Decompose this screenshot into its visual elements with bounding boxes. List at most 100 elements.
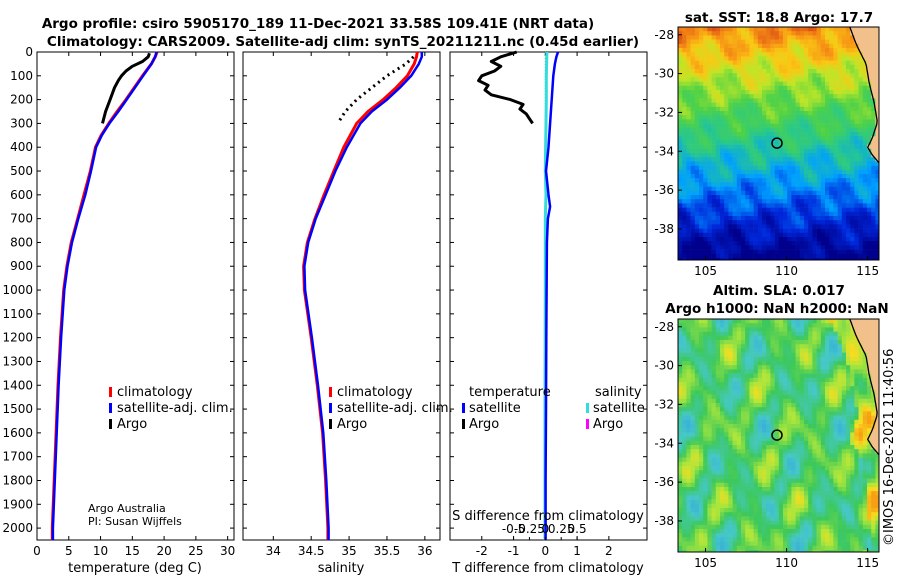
map-cell <box>711 186 717 192</box>
map-cell <box>720 394 725 400</box>
map-cell <box>686 237 691 242</box>
map-cell <box>825 415 830 421</box>
map-cell <box>757 161 763 166</box>
map-cell <box>850 39 855 45</box>
map-cell <box>871 73 876 78</box>
x-tick-label: 0 <box>542 544 550 558</box>
map-cell <box>703 491 708 496</box>
map-cell <box>720 386 725 391</box>
map-cell <box>875 241 879 246</box>
map-cell <box>770 327 775 332</box>
map-cell <box>867 461 872 467</box>
map-cell <box>745 335 750 341</box>
map-cell <box>846 323 851 328</box>
map-cell <box>808 356 813 362</box>
map-cell <box>820 382 826 387</box>
map-cell <box>804 106 809 112</box>
map-cell <box>711 64 717 70</box>
map-cell <box>724 90 729 95</box>
map-cell <box>732 415 738 421</box>
map-cell <box>804 432 809 437</box>
map-cell <box>703 323 708 328</box>
map-cell <box>728 153 733 158</box>
map-cell <box>799 216 805 221</box>
map-cell <box>699 461 704 467</box>
legend-swatch-t-satellite <box>462 403 465 413</box>
map-cell <box>711 415 717 421</box>
map-cell <box>837 56 843 61</box>
x-tick-label: 1 <box>573 544 581 558</box>
map-cell <box>715 327 721 332</box>
map-cell <box>694 232 700 238</box>
map-cell <box>770 182 775 187</box>
map-cell <box>816 348 822 353</box>
map-cell <box>745 52 750 57</box>
map-cell <box>820 445 826 450</box>
map-cell <box>720 60 725 66</box>
map-cell <box>736 178 742 183</box>
map-cell <box>795 440 801 446</box>
map-cell <box>783 43 788 49</box>
map-cell <box>833 445 838 450</box>
y-tick-label: 1600 <box>2 426 33 440</box>
map-cell <box>757 56 763 61</box>
map-cell <box>732 419 738 425</box>
map-cell <box>791 457 796 463</box>
map-cell <box>690 140 696 145</box>
map-cell <box>850 85 855 91</box>
map-cell <box>829 140 834 145</box>
map-cell <box>699 249 704 255</box>
map-cell <box>757 224 763 229</box>
map-cell <box>837 331 843 337</box>
map-cell <box>825 199 830 204</box>
map-cell <box>724 340 729 345</box>
map-cell <box>854 478 859 484</box>
map-cell <box>686 258 691 260</box>
map-cell <box>837 115 843 120</box>
map-cell <box>778 123 784 129</box>
map-cell <box>833 77 838 82</box>
map-cell <box>862 69 868 74</box>
map-cell <box>694 216 700 221</box>
map-cell <box>829 64 834 70</box>
map-cell <box>858 35 864 40</box>
map-cell <box>703 35 708 40</box>
map-cell <box>846 382 851 387</box>
map-cell <box>715 106 721 112</box>
map-cell <box>728 356 733 362</box>
map-cell <box>715 178 721 183</box>
map-cell <box>774 461 780 467</box>
map-cell <box>825 48 830 53</box>
map-cell <box>846 77 851 82</box>
map-cell <box>833 182 838 187</box>
map-cell <box>762 403 767 408</box>
map-cell <box>757 174 763 179</box>
map-cell <box>711 77 717 82</box>
map-cell <box>804 369 809 374</box>
map-cell <box>820 203 826 208</box>
map-cell <box>778 352 784 358</box>
map-cell <box>850 373 855 379</box>
map-cell <box>703 319 708 324</box>
legend-swatch-climatology <box>329 387 332 397</box>
x-tick-label: 15 <box>125 544 140 558</box>
map-cell <box>833 43 838 49</box>
map-cell <box>749 203 754 208</box>
map-cell <box>770 440 775 446</box>
map-cell <box>825 470 830 475</box>
map-cell <box>783 241 788 246</box>
map-cell <box>829 106 834 112</box>
map-cell <box>678 211 683 217</box>
map-cell <box>720 144 725 150</box>
map-cell <box>825 440 830 446</box>
map-cell <box>850 127 855 133</box>
map-cell <box>875 394 879 400</box>
map-cell <box>774 119 780 124</box>
map-cell <box>804 178 809 183</box>
map-cell <box>757 382 763 387</box>
legend-s-satellite: satellite <box>593 401 645 416</box>
map-cell <box>875 60 879 66</box>
map-cell <box>749 102 754 108</box>
map-cell <box>808 43 813 49</box>
map-cell <box>732 241 738 246</box>
